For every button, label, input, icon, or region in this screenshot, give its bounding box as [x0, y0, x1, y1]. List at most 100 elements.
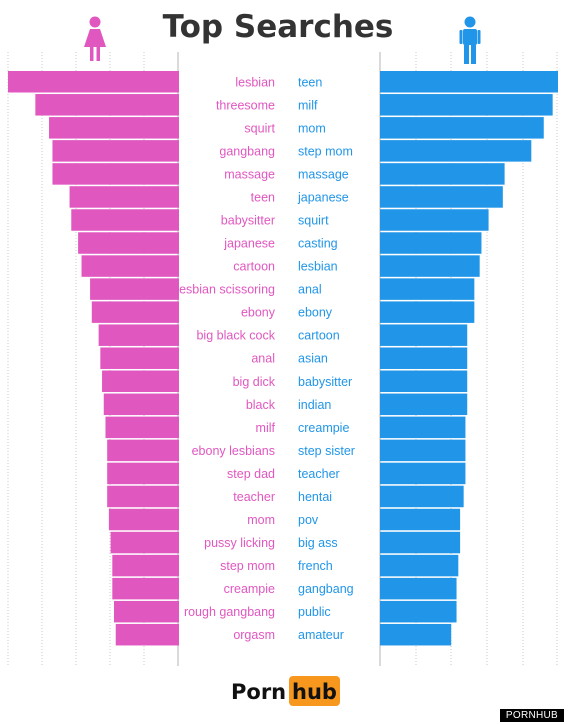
female-term-label: black [246, 398, 276, 412]
female-bar-23 [112, 577, 179, 600]
chart-title: Top Searches [163, 9, 394, 45]
male-term-label: big ass [298, 536, 338, 550]
male-term-label: lesbian [298, 260, 338, 274]
male-term-label: anal [298, 283, 322, 297]
male-bar-8 [380, 232, 482, 254]
male-term-label: hentai [298, 490, 332, 504]
female-term-label: milf [256, 421, 276, 435]
watermark: PORNHUB [499, 709, 564, 722]
male-bar-5 [380, 163, 505, 185]
male-term-label: step mom [298, 144, 353, 158]
female-bar-22 [112, 554, 179, 577]
male-term-label: amateur [298, 628, 344, 642]
female-term-label: gangbang [219, 144, 275, 158]
male-term-label: squirt [298, 213, 329, 227]
male-term-label: casting [298, 237, 338, 251]
female-term-label: step dad [227, 467, 275, 481]
female-bar-7 [71, 209, 179, 231]
female-term-label: lesbian [235, 75, 275, 89]
female-term-label: massage [224, 167, 275, 181]
male-bar-15 [380, 393, 468, 416]
female-term-label: step mom [220, 559, 275, 573]
male-bar-14 [380, 370, 468, 393]
female-bar-17 [107, 439, 179, 462]
female-bar-20 [108, 508, 179, 531]
female-term-label: orgasm [233, 628, 275, 642]
male-bar-24 [380, 600, 457, 623]
female-bar-11 [91, 301, 179, 323]
male-bar-18 [380, 462, 466, 485]
female-term-label: babysitter [221, 213, 275, 227]
female-term-label: threesome [216, 98, 275, 112]
female-term-label: pussy licking [204, 536, 275, 550]
male-term-label: cartoon [298, 329, 340, 343]
female-term-label: big dick [233, 375, 276, 389]
female-bar-15 [103, 393, 179, 416]
male-bar-7 [380, 209, 489, 231]
female-bar-1 [8, 71, 179, 93]
female-icon [84, 16, 106, 61]
male-term-label: public [298, 605, 331, 619]
male-term-label: massage [298, 167, 349, 181]
male-term-label: pov [298, 513, 319, 527]
male-bar-3 [380, 117, 544, 139]
logo-porn-text: Porn [231, 680, 286, 704]
male-bar-19 [380, 485, 464, 508]
male-bar-21 [380, 531, 461, 554]
male-term-label: mom [298, 121, 326, 135]
female-bar-8 [78, 232, 179, 254]
female-bar-4 [52, 140, 179, 162]
female-term-label: ebony [241, 306, 276, 320]
male-bar-20 [380, 508, 461, 531]
male-term-label: milf [298, 98, 318, 112]
male-bar-23 [380, 577, 457, 600]
male-icon [459, 16, 481, 64]
male-bar-12 [380, 324, 468, 346]
male-term-label: ebony [298, 306, 333, 320]
brand-logo: Porn hub [231, 676, 340, 706]
male-bar-16 [380, 416, 466, 439]
female-term-label: japanese [223, 237, 275, 251]
female-bar-18 [107, 462, 179, 485]
female-term-label: teacher [233, 490, 275, 504]
male-bar-10 [380, 278, 475, 300]
male-term-label: teen [298, 75, 322, 89]
male-term-label: creampie [298, 421, 349, 435]
female-bar-16 [105, 416, 179, 439]
female-bar-13 [100, 347, 179, 369]
male-bar-25 [380, 623, 452, 646]
female-term-label: big black cock [196, 329, 275, 343]
male-bar-9 [380, 255, 480, 277]
female-bar-21 [110, 531, 179, 554]
female-term-label: rough gangbang [184, 605, 275, 619]
female-term-label: mom [247, 513, 275, 527]
male-term-label: babysitter [298, 375, 352, 389]
female-bar-3 [49, 117, 179, 139]
male-term-label: teacher [298, 467, 340, 481]
female-bar-2 [35, 94, 179, 116]
female-term-label: squirt [244, 121, 275, 135]
male-term-label: asian [298, 352, 328, 366]
male-term-label: indian [298, 398, 331, 412]
female-bar-24 [114, 600, 179, 623]
female-bar-10 [90, 278, 179, 300]
male-bar-1 [380, 71, 558, 93]
male-bar-17 [380, 439, 466, 462]
male-bar-6 [380, 186, 503, 208]
female-term-label: creampie [224, 582, 275, 596]
male-bar-13 [380, 347, 468, 369]
bars-layer [8, 71, 558, 646]
female-term-label: cartoon [233, 260, 275, 274]
male-bar-4 [380, 140, 532, 162]
male-bar-2 [380, 94, 553, 116]
male-bar-11 [380, 301, 475, 323]
male-term-label: gangbang [298, 582, 354, 596]
male-term-label: french [298, 559, 333, 573]
female-bar-14 [102, 370, 179, 393]
female-bar-6 [69, 186, 179, 208]
female-term-label: teen [251, 190, 275, 204]
labels-layer: lesbian teen threesome milf squirt mom gangban… [176, 75, 355, 642]
female-bar-5 [52, 163, 179, 185]
female-term-label: ebony lesbians [192, 444, 275, 458]
